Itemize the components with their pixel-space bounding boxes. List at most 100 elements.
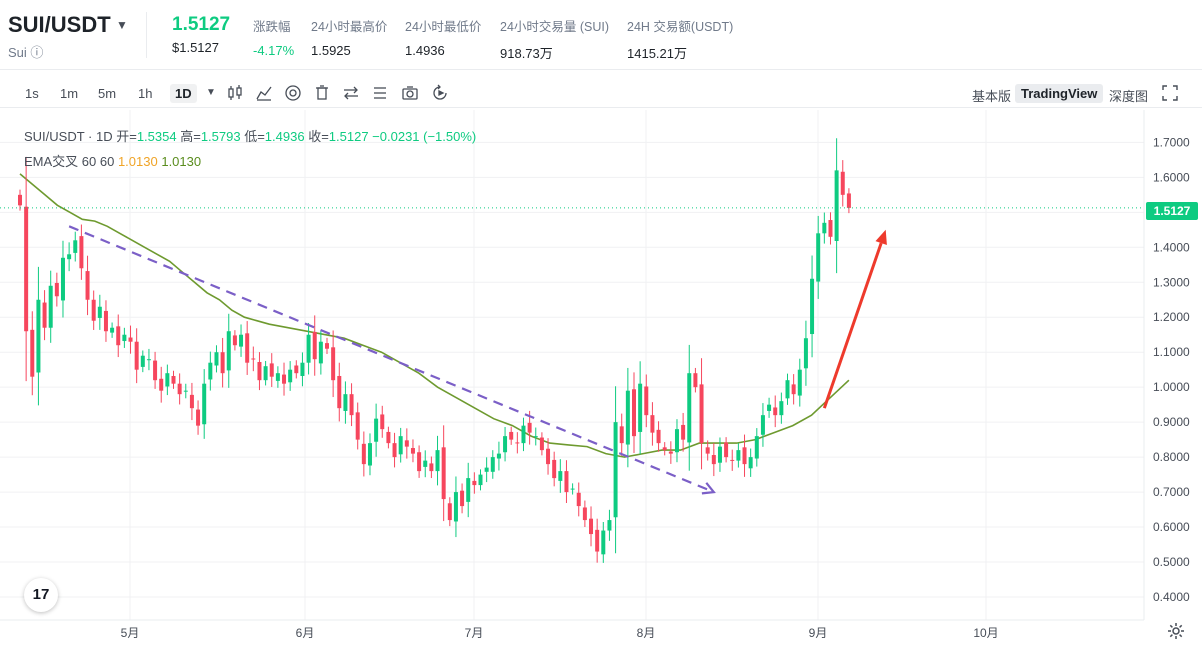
candle-body [834, 170, 839, 242]
price-axis: 0.4000 0.5000 0.6000 0.7000 0.8000 0.9000 1.00… [1143, 110, 1202, 652]
view-depth[interactable]: 深度图 [1109, 89, 1149, 104]
timeframe-1s[interactable]: 1s [25, 86, 39, 101]
candle [803, 320, 808, 386]
settings-icon[interactable] [284, 84, 302, 102]
symbol-dropdown-icon[interactable]: ▼ [116, 18, 128, 32]
last-price-usd: $1.5127 [172, 40, 219, 55]
candle [208, 351, 213, 391]
candle [361, 431, 366, 477]
candle-body [607, 520, 612, 531]
stat-label: 涨跌幅 [253, 20, 291, 34]
candle [509, 426, 514, 445]
timeframe-1m[interactable]: 1m [60, 86, 79, 101]
candle [632, 372, 636, 454]
candle-body [251, 358, 256, 360]
view-basic[interactable]: 基本版 [972, 89, 1012, 104]
candle [294, 360, 299, 379]
candle [110, 322, 115, 338]
candle-body [153, 360, 158, 381]
candle-body [189, 394, 194, 409]
ema-legend: EMA交叉 60 60 1.0130 1.0130 [24, 151, 201, 170]
candle-body [343, 394, 348, 411]
ema-path [19, 173, 850, 458]
candle [822, 212, 827, 244]
candle [263, 360, 268, 386]
candle-type-icon[interactable] [226, 84, 244, 102]
y-tick-label: 0.4000 [1153, 590, 1190, 604]
candle-body [478, 474, 483, 486]
list-icon[interactable] [371, 84, 389, 102]
candle-body [558, 471, 563, 481]
compare-icon[interactable] [342, 84, 360, 102]
candle-body [613, 422, 618, 518]
candle [546, 438, 551, 475]
tradingview-logo[interactable]: 17 [24, 578, 58, 612]
stat-value: -4.17% [253, 43, 295, 58]
candle [490, 450, 495, 479]
candle-body [257, 362, 262, 381]
chart-grid [0, 110, 1144, 620]
candle-body [275, 373, 280, 381]
x-tick-label: 8月 [637, 626, 656, 640]
candle-body [36, 299, 41, 373]
candle-body [693, 373, 698, 388]
candle [441, 425, 446, 522]
trend-line [68, 225, 715, 494]
candle [644, 374, 649, 428]
timeframe-1h[interactable]: 1h [138, 86, 153, 101]
candle-body [202, 383, 207, 425]
candle [128, 325, 133, 354]
candle-body [681, 424, 686, 440]
candle [165, 364, 170, 396]
candle [681, 412, 686, 452]
fullscreen-icon[interactable] [1161, 84, 1179, 102]
candle-body [337, 375, 342, 409]
candle-body [674, 429, 679, 453]
symbol-subtitle[interactable]: Sui ⓘ [8, 45, 44, 60]
candle [435, 435, 440, 486]
legend-open: 1.5354 [136, 129, 177, 144]
candle [840, 160, 845, 207]
candle [429, 456, 434, 479]
timeframe-dropdown-icon[interactable]: ▼ [206, 87, 216, 98]
price-chart[interactable]: 0.4000 0.5000 0.6000 0.7000 0.8000 0.9000 1.00… [0, 110, 1202, 652]
candle [79, 224, 84, 280]
candlestick-series [18, 138, 851, 563]
candle [754, 428, 759, 467]
candle-body [595, 529, 600, 552]
candle-body [773, 407, 778, 416]
candle [466, 462, 471, 518]
candle [816, 215, 821, 299]
delete-icon[interactable] [313, 84, 331, 102]
view-tradingview[interactable]: TradingView [1015, 84, 1104, 103]
candle [810, 255, 815, 358]
stat-value: 1415.21万 [627, 46, 687, 61]
timeframe-1d[interactable]: 1D [170, 84, 197, 103]
candle-body [103, 310, 108, 332]
candle [183, 383, 188, 399]
candle [846, 188, 851, 214]
trend-line-arrowhead [701, 482, 716, 495]
candle-body [754, 436, 759, 459]
screenshot-icon[interactable] [401, 84, 419, 102]
candle-body [306, 334, 311, 363]
indicators-icon[interactable] [255, 84, 273, 102]
legend-low-label: 低= [244, 129, 265, 144]
candle [398, 427, 403, 463]
candle [570, 483, 575, 495]
candle [380, 405, 385, 438]
candle-body [668, 451, 673, 454]
candle-body [374, 418, 379, 442]
candle [282, 362, 287, 396]
candle-body [269, 363, 274, 377]
candle-body [220, 352, 225, 374]
candle-body [140, 355, 145, 367]
chart-toolbar: 1s 1m 5m 1h 1D ▼ 基本版 TradingView 深度图 [0, 78, 1202, 108]
timeframe-5m[interactable]: 5m [98, 86, 117, 101]
x-tick-label: 7月 [465, 626, 484, 640]
candle [687, 344, 692, 471]
gear-icon[interactable] [1166, 621, 1186, 641]
replay-icon[interactable] [431, 84, 449, 102]
symbol-name[interactable]: SUI/USDT [8, 12, 111, 37]
stat-value: 1.5925 [311, 43, 351, 58]
